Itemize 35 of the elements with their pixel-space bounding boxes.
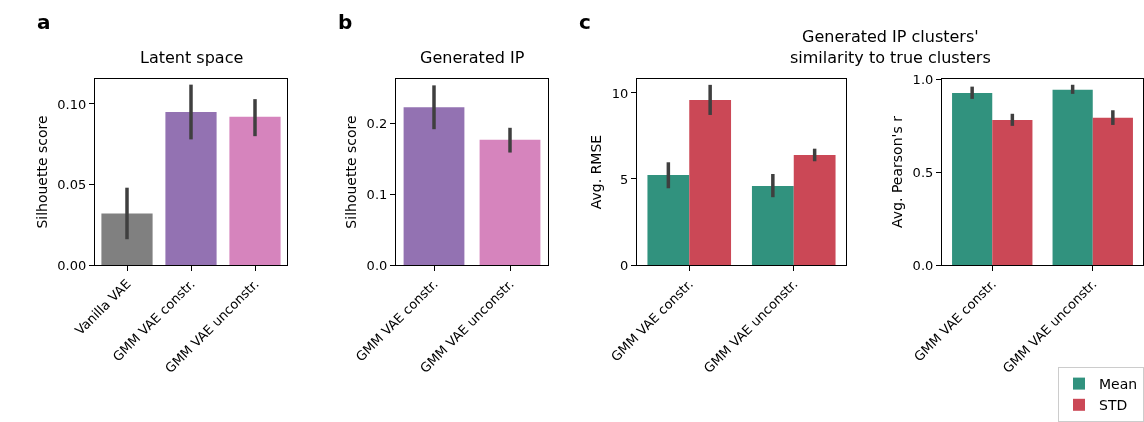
y-tick-label: 0.5 (912, 164, 934, 180)
text: Generated IP clusters' similarity to true clusters (790, 27, 991, 67)
bar (793, 154, 836, 265)
y-tick-label: 0.00 (57, 257, 87, 273)
legend-label: Mean (1099, 376, 1138, 393)
text: b (338, 10, 353, 34)
y-axis-title: Silhouette score (343, 115, 360, 229)
text: c (579, 10, 591, 34)
bar (1092, 117, 1133, 265)
y-tick-label: 0.05 (57, 177, 87, 193)
y-tick-label: 10 (611, 85, 629, 101)
chart-title: Generated IP (420, 48, 525, 67)
bar (751, 186, 794, 265)
bar (1052, 89, 1093, 265)
y-tick-label: 0.0 (912, 257, 934, 273)
bar (229, 116, 281, 265)
text: a (37, 10, 51, 34)
bar (647, 175, 690, 265)
y-tick-label: 5 (620, 171, 629, 187)
y-axis-title: Avg. RMSE (588, 134, 605, 210)
bar (952, 92, 993, 265)
y-tick-label: 1.0 (912, 71, 934, 87)
y-tick-label: 0.10 (57, 96, 87, 112)
y-tick-label: 0.0 (366, 257, 388, 273)
bar (689, 99, 732, 265)
legend-label: STD (1099, 397, 1128, 414)
y-tick-label: 0.2 (366, 116, 388, 132)
y-axis-title: Silhouette score (33, 115, 50, 229)
bar (992, 119, 1033, 265)
chart-title: Latent space (140, 48, 244, 67)
y-tick-label: 0.1 (366, 186, 388, 202)
y-tick-label: 0 (620, 257, 629, 273)
bar (101, 213, 153, 265)
y-axis-title: Avg. Pearson's r (889, 115, 906, 228)
bar (165, 112, 217, 265)
